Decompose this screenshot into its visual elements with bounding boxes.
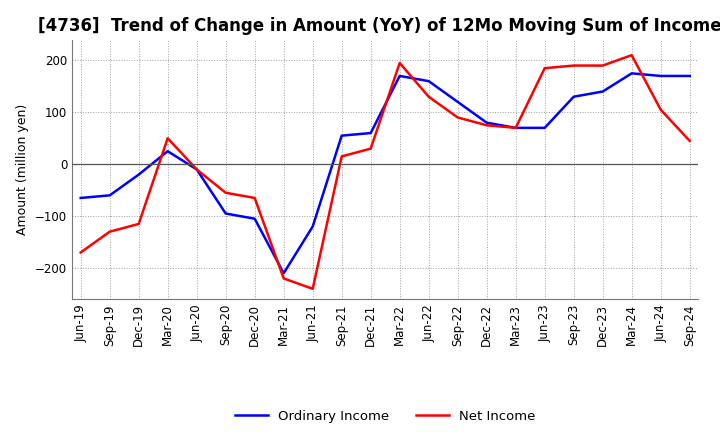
Ordinary Income: [598, 89, 607, 94]
Title: [4736]  Trend of Change in Amount (YoY) of 12Mo Moving Sum of Incomes: [4736] Trend of Change in Amount (YoY) o…: [38, 17, 720, 35]
Ordinary Income: [192, 167, 201, 172]
Net Income: [308, 286, 317, 291]
Ordinary Income: [424, 78, 433, 84]
Net Income: [511, 125, 520, 131]
Ordinary Income: [482, 120, 491, 125]
Ordinary Income: [251, 216, 259, 221]
Ordinary Income: [308, 224, 317, 229]
Ordinary Income: [366, 130, 375, 136]
Line: Net Income: Net Income: [81, 55, 690, 289]
Net Income: [395, 60, 404, 66]
Net Income: [570, 63, 578, 68]
Legend: Ordinary Income, Net Income: Ordinary Income, Net Income: [230, 404, 541, 428]
Ordinary Income: [395, 73, 404, 79]
Net Income: [105, 229, 114, 235]
Ordinary Income: [163, 149, 172, 154]
Y-axis label: Amount (million yen): Amount (million yen): [17, 104, 30, 235]
Ordinary Income: [685, 73, 694, 79]
Net Income: [279, 276, 288, 281]
Ordinary Income: [657, 73, 665, 79]
Net Income: [424, 94, 433, 99]
Ordinary Income: [627, 71, 636, 76]
Net Income: [482, 123, 491, 128]
Ordinary Income: [454, 99, 462, 105]
Ordinary Income: [279, 271, 288, 276]
Ordinary Income: [105, 193, 114, 198]
Net Income: [221, 190, 230, 195]
Net Income: [627, 52, 636, 58]
Ordinary Income: [221, 211, 230, 216]
Net Income: [163, 136, 172, 141]
Ordinary Income: [338, 133, 346, 138]
Ordinary Income: [570, 94, 578, 99]
Net Income: [192, 167, 201, 172]
Net Income: [366, 146, 375, 151]
Net Income: [338, 154, 346, 159]
Net Income: [454, 115, 462, 120]
Ordinary Income: [511, 125, 520, 131]
Net Income: [251, 195, 259, 201]
Ordinary Income: [541, 125, 549, 131]
Net Income: [135, 221, 143, 227]
Ordinary Income: [76, 195, 85, 201]
Ordinary Income: [135, 172, 143, 177]
Net Income: [685, 138, 694, 143]
Net Income: [541, 66, 549, 71]
Net Income: [598, 63, 607, 68]
Net Income: [76, 250, 85, 255]
Net Income: [657, 107, 665, 112]
Line: Ordinary Income: Ordinary Income: [81, 73, 690, 273]
